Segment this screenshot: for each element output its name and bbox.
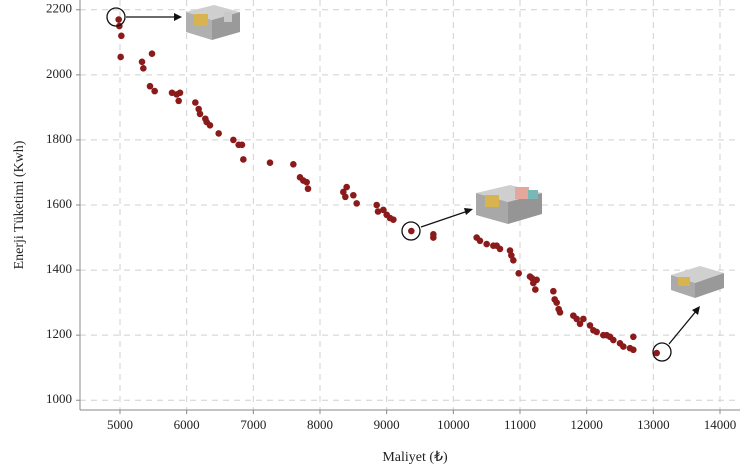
point: [653, 349, 660, 357]
point: [510, 257, 517, 264]
point: [146, 82, 154, 90]
building-icon: [671, 266, 724, 298]
point: [374, 208, 382, 215]
arrow-head: [692, 306, 700, 315]
point: [408, 227, 415, 235]
point: [550, 287, 557, 295]
point: [196, 110, 204, 118]
x-tick-label: 11000: [504, 417, 536, 432]
point: [215, 130, 222, 137]
point: [350, 191, 357, 199]
building-icon: [186, 5, 240, 40]
point: [303, 178, 310, 186]
point: [380, 206, 387, 214]
y-tick-label: 2000: [46, 66, 72, 81]
annotations: [106, 7, 700, 362]
point: [556, 309, 564, 316]
point: [593, 328, 600, 336]
point: [266, 159, 274, 166]
point: [496, 245, 504, 253]
arrow-head: [174, 13, 182, 21]
point: [115, 16, 122, 23]
point: [176, 89, 184, 97]
point: [610, 336, 617, 344]
point: [343, 183, 350, 191]
point: [373, 201, 380, 209]
point: [192, 99, 199, 106]
point: [140, 65, 147, 72]
x-tick-label: 6000: [174, 417, 200, 432]
point: [118, 32, 125, 40]
arrow: [420, 210, 469, 228]
x-tick-label: 5000: [107, 417, 133, 432]
point: [240, 156, 247, 163]
point: [290, 161, 297, 168]
point: [586, 322, 594, 329]
x-tick-label: 14000: [704, 417, 737, 432]
point: [515, 270, 522, 277]
x-tick-label: 7000: [240, 417, 266, 432]
arrow-head: [464, 208, 473, 215]
point: [553, 299, 560, 306]
point: [630, 333, 637, 341]
highlight-circle: [106, 7, 126, 27]
point: [390, 216, 397, 223]
points: [115, 16, 660, 357]
x-tick-label: 13000: [637, 417, 670, 432]
x-tick-label: 12000: [570, 417, 603, 432]
point: [206, 121, 214, 129]
point: [576, 320, 584, 328]
highlight-circle: [652, 342, 672, 362]
point: [620, 343, 627, 350]
point: [175, 97, 182, 105]
point: [238, 141, 246, 149]
point: [532, 286, 539, 293]
point: [304, 185, 312, 193]
y-tick-label: 1800: [46, 131, 72, 146]
point: [630, 346, 637, 354]
y-tick-label: 1000: [46, 391, 72, 406]
point: [353, 200, 360, 207]
y-tick-label: 2200: [46, 1, 72, 16]
y-axis-title: Enerji Tüketimi (Kwh): [12, 140, 27, 269]
arrow: [668, 309, 698, 345]
point: [476, 237, 484, 245]
highlight-circle: [401, 221, 421, 241]
point: [148, 50, 156, 57]
grid: [80, 0, 740, 410]
point: [138, 58, 146, 66]
x-tick-label: 10000: [437, 417, 470, 432]
x-tick-label: 8000: [307, 417, 333, 432]
point: [117, 53, 124, 61]
point: [151, 87, 158, 95]
y-tick-label: 1400: [46, 261, 72, 276]
x-tick-label: 9000: [374, 417, 400, 432]
building-icon: [476, 185, 542, 224]
point: [230, 136, 237, 144]
point: [483, 240, 490, 248]
point: [573, 315, 580, 323]
x-axis-title: Maliyet (₺): [382, 450, 448, 465]
point: [342, 193, 349, 201]
y-tick-label: 1600: [46, 196, 72, 211]
point: [533, 276, 540, 284]
y-tick-label: 1200: [46, 326, 72, 341]
point: [430, 234, 437, 241]
point: [580, 315, 587, 323]
